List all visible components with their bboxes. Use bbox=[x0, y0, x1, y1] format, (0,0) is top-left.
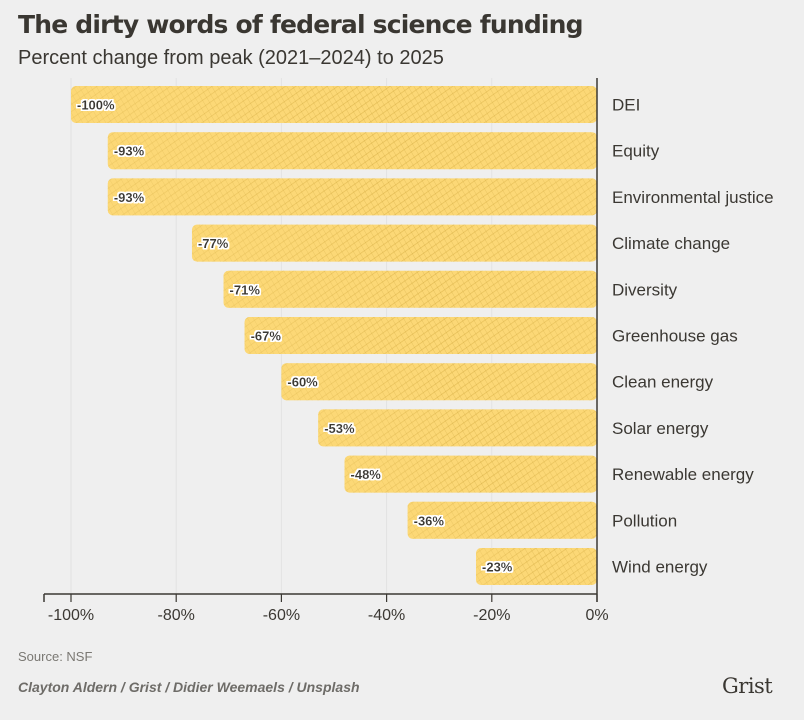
grist-logo: Grist bbox=[722, 674, 773, 698]
bar-highlight bbox=[223, 270, 598, 308]
category-label: Greenhouse gas bbox=[612, 327, 738, 346]
category-label: Climate change bbox=[612, 234, 730, 253]
data-label: -60% bbox=[287, 375, 318, 390]
category-labels: DEI Equity Environmental justice Climate ch… bbox=[612, 96, 774, 577]
x-tick-label: 0% bbox=[585, 607, 608, 624]
source-note: Source: NSF bbox=[18, 649, 93, 664]
x-tick-label: -100% bbox=[48, 607, 94, 624]
x-tick-label: -20% bbox=[473, 607, 510, 624]
data-labels: -100% -93% -93% -77% -71% -67% -60% -53% -48% -36… bbox=[77, 98, 513, 575]
category-label: Renewable energy bbox=[612, 465, 754, 484]
chart-subtitle: Percent change from peak (2021–2024) to … bbox=[18, 47, 444, 69]
category-label: Equity bbox=[612, 142, 660, 161]
category-label: Clean energy bbox=[612, 373, 714, 392]
category-label: Pollution bbox=[612, 511, 677, 530]
data-label: -48% bbox=[351, 467, 382, 482]
data-label: -71% bbox=[230, 282, 261, 297]
data-label: -53% bbox=[324, 421, 355, 436]
data-label: -93% bbox=[114, 190, 145, 205]
bar-highlight bbox=[344, 455, 597, 493]
category-label: Environmental justice bbox=[612, 188, 774, 207]
x-tick-label: -40% bbox=[368, 607, 405, 624]
category-label: Wind energy bbox=[612, 558, 708, 577]
bar-chart: -100% -93% -93% -77% -71% -67% -60% -53% -48% -36… bbox=[43, 78, 774, 624]
data-label: -93% bbox=[114, 144, 145, 159]
data-label: -23% bbox=[482, 560, 513, 575]
bar-highlight bbox=[107, 132, 597, 170]
x-axis: -100% -80% -60% -40% -20% 0% bbox=[43, 78, 609, 624]
bar-highlight bbox=[476, 548, 597, 585]
x-tick-label: -80% bbox=[158, 607, 195, 624]
bar-highlight bbox=[407, 501, 597, 539]
bar-highlight bbox=[281, 363, 597, 401]
data-label: -77% bbox=[198, 236, 229, 251]
x-tick-label: -60% bbox=[263, 607, 300, 624]
data-label: -36% bbox=[414, 513, 445, 528]
data-label: -100% bbox=[77, 98, 115, 113]
category-label: DEI bbox=[612, 96, 640, 115]
bar-highlight bbox=[71, 86, 597, 123]
data-label: -67% bbox=[251, 329, 282, 344]
bar-highlight bbox=[244, 317, 597, 354]
category-label: Solar energy bbox=[612, 419, 709, 438]
bar-highlight bbox=[191, 224, 598, 262]
bars bbox=[71, 86, 598, 585]
chart-title: The dirty words of federal science fundi… bbox=[18, 10, 584, 39]
bar-highlight bbox=[107, 178, 597, 216]
category-label: Diversity bbox=[612, 280, 678, 299]
credit-line: Clayton Aldern / Grist / Didier Weemaels… bbox=[18, 679, 360, 695]
bar-highlight bbox=[318, 409, 597, 447]
